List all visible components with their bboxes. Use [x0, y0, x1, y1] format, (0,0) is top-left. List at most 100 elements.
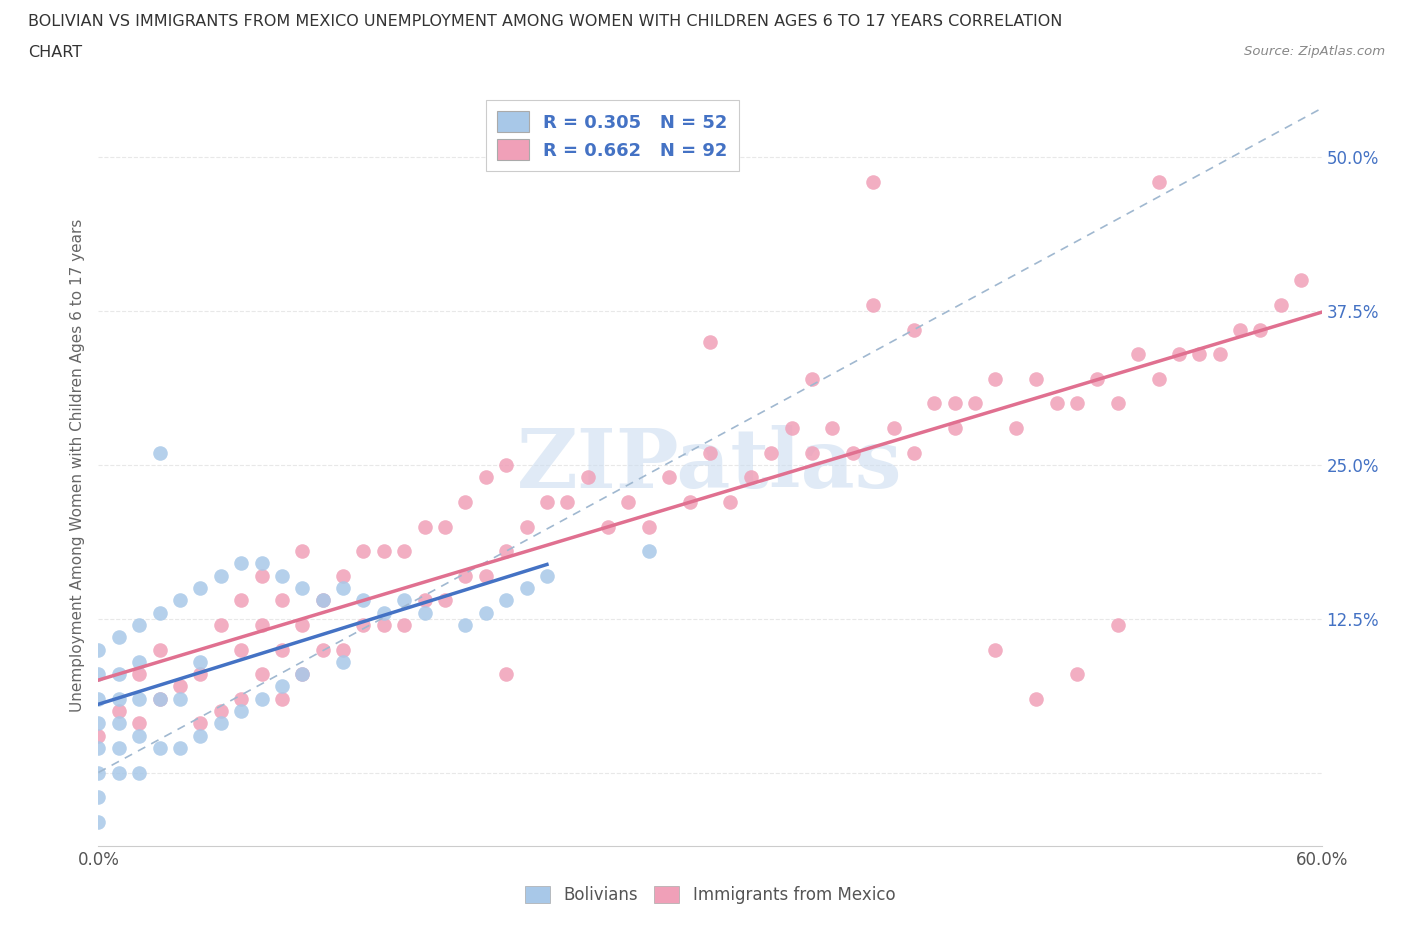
Point	[1209, 347, 1232, 362]
Text: Source: ZipAtlas.com: Source: ZipAtlas.com	[1244, 45, 1385, 58]
Point	[87, 728, 110, 743]
Text: CHART: CHART	[28, 45, 82, 60]
Point	[637, 519, 661, 534]
Point	[149, 691, 172, 706]
Point	[231, 556, 253, 571]
Point	[332, 580, 354, 595]
Point	[413, 519, 436, 534]
Point	[413, 592, 436, 607]
Point	[434, 519, 457, 534]
Point	[352, 544, 374, 559]
Point	[373, 605, 395, 620]
Point	[87, 642, 110, 657]
Point	[373, 544, 395, 559]
Point	[883, 420, 905, 435]
Point	[231, 592, 253, 607]
Point	[291, 580, 314, 595]
Point	[231, 691, 253, 706]
Point	[576, 470, 599, 485]
Point	[495, 458, 517, 472]
Point	[169, 740, 191, 755]
Point	[1066, 396, 1088, 411]
Point	[495, 592, 517, 607]
Point	[1045, 396, 1069, 411]
Point	[188, 667, 212, 682]
Point	[108, 765, 131, 780]
Point	[149, 642, 172, 657]
Point	[231, 642, 253, 657]
Point	[1004, 420, 1026, 435]
Point	[209, 704, 232, 719]
Point	[699, 445, 721, 460]
Point	[270, 642, 294, 657]
Point	[922, 396, 945, 411]
Point	[373, 618, 395, 632]
Point	[454, 495, 477, 510]
Point	[332, 642, 354, 657]
Point	[780, 420, 803, 435]
Point	[250, 667, 273, 682]
Point	[413, 605, 436, 620]
Point	[87, 716, 110, 731]
Point	[291, 667, 314, 682]
Point	[291, 618, 314, 632]
Point	[434, 592, 457, 607]
Point	[352, 592, 374, 607]
Point	[1249, 323, 1271, 338]
Point	[250, 618, 273, 632]
Y-axis label: Unemployment Among Women with Children Ages 6 to 17 years: Unemployment Among Women with Children A…	[70, 219, 86, 711]
Point	[128, 655, 150, 670]
Point	[128, 691, 150, 706]
Point	[679, 495, 702, 510]
Point	[454, 618, 477, 632]
Point	[87, 815, 110, 830]
Point	[291, 667, 314, 682]
Point	[862, 298, 884, 312]
Point	[454, 568, 477, 583]
Text: BOLIVIAN VS IMMIGRANTS FROM MEXICO UNEMPLOYMENT AMONG WOMEN WITH CHILDREN AGES 6: BOLIVIAN VS IMMIGRANTS FROM MEXICO UNEMP…	[28, 14, 1063, 29]
Point	[555, 495, 579, 510]
Point	[188, 580, 212, 595]
Point	[984, 642, 1007, 657]
Point	[718, 495, 742, 510]
Point	[128, 618, 150, 632]
Point	[1107, 618, 1129, 632]
Point	[250, 691, 273, 706]
Point	[209, 568, 232, 583]
Point	[149, 740, 172, 755]
Point	[1107, 396, 1129, 411]
Point	[128, 716, 150, 731]
Point	[149, 605, 172, 620]
Point	[740, 470, 762, 485]
Point	[1085, 371, 1108, 386]
Point	[1025, 371, 1047, 386]
Point	[270, 679, 294, 694]
Point	[903, 323, 925, 338]
Point	[108, 716, 131, 731]
Point	[1066, 667, 1088, 682]
Point	[1188, 347, 1211, 362]
Point	[1147, 175, 1170, 190]
Point	[1167, 347, 1189, 362]
Point	[332, 655, 354, 670]
Point	[943, 420, 966, 435]
Point	[87, 667, 110, 682]
Point	[270, 568, 294, 583]
Point	[495, 544, 517, 559]
Point	[108, 630, 131, 644]
Point	[1147, 371, 1170, 386]
Point	[392, 592, 416, 607]
Point	[108, 667, 131, 682]
Point	[841, 445, 863, 460]
Point	[312, 592, 335, 607]
Point	[637, 544, 661, 559]
Point	[87, 740, 110, 755]
Point	[291, 544, 314, 559]
Point	[862, 175, 884, 190]
Point	[699, 335, 721, 350]
Point	[87, 691, 110, 706]
Point	[474, 605, 498, 620]
Point	[984, 371, 1007, 386]
Point	[209, 716, 232, 731]
Point	[188, 716, 212, 731]
